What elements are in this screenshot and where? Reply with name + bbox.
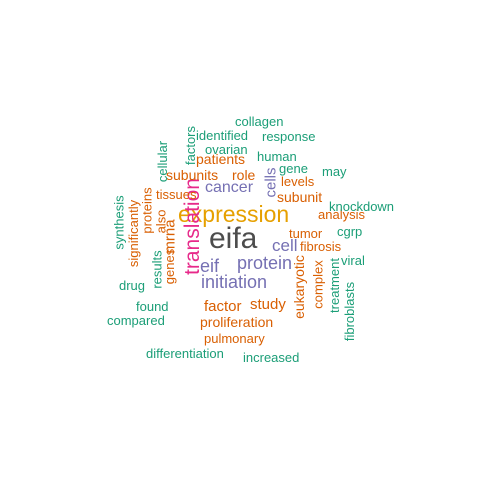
word-genes: genes bbox=[161, 248, 177, 284]
word-cgrp: cgrp bbox=[337, 224, 363, 239]
word-fibroblasts: fibroblasts bbox=[341, 281, 357, 341]
word-subunit: subunit bbox=[277, 189, 323, 205]
word-role: role bbox=[232, 167, 256, 183]
word-response: response bbox=[262, 129, 316, 144]
word-expression: expression bbox=[178, 201, 290, 227]
word-increased: increased bbox=[243, 350, 300, 365]
word-drug: drug bbox=[119, 278, 146, 293]
word-knockdown: knockdown bbox=[329, 199, 395, 214]
word-factors: factors bbox=[182, 125, 198, 165]
word-initiation: initiation bbox=[201, 272, 268, 292]
word-patients: patients bbox=[196, 151, 246, 167]
word-analysis: analysis bbox=[318, 207, 365, 222]
word-identified: identified bbox=[196, 128, 249, 143]
word-found: found bbox=[136, 299, 169, 314]
word-fibrosis: fibrosis bbox=[300, 239, 342, 254]
word-cancer: cancer bbox=[205, 179, 254, 196]
word-study: study bbox=[250, 296, 286, 313]
word-tumor: tumor bbox=[289, 226, 323, 241]
word-compared: compared bbox=[107, 313, 165, 328]
word-factor: factor bbox=[204, 298, 242, 315]
word-cell: cell bbox=[272, 236, 298, 255]
word-complex: complex bbox=[310, 259, 326, 309]
word-proliferation: proliferation bbox=[200, 314, 274, 330]
word-proteins: proteins bbox=[139, 186, 155, 234]
word-collagen: collagen bbox=[235, 114, 284, 129]
word-subunits: subunits bbox=[166, 167, 219, 183]
word-gene: gene bbox=[279, 161, 308, 176]
word-results: results bbox=[149, 249, 165, 289]
word-eifa: eifa bbox=[209, 222, 258, 255]
word-protein: protein bbox=[237, 253, 293, 273]
word-tissues: tissues bbox=[156, 187, 197, 202]
word-cellular: cellular bbox=[154, 140, 170, 182]
word-human: human bbox=[257, 149, 297, 164]
word-ovarian: ovarian bbox=[205, 142, 248, 157]
word-viral: viral bbox=[341, 253, 365, 268]
word-treatment: treatment bbox=[326, 257, 342, 313]
word-may: may bbox=[322, 164, 347, 179]
word-eukaryotic: eukaryotic bbox=[290, 255, 307, 319]
word-also: also bbox=[153, 209, 169, 233]
word-differentiation: differentiation bbox=[146, 346, 224, 361]
word-levels: levels bbox=[281, 174, 315, 189]
word-eif: eif bbox=[200, 256, 220, 276]
word-significantly: significantly bbox=[125, 199, 141, 267]
word-pulmonary: pulmonary bbox=[204, 331, 265, 346]
word-synthesis: synthesis bbox=[111, 194, 127, 250]
